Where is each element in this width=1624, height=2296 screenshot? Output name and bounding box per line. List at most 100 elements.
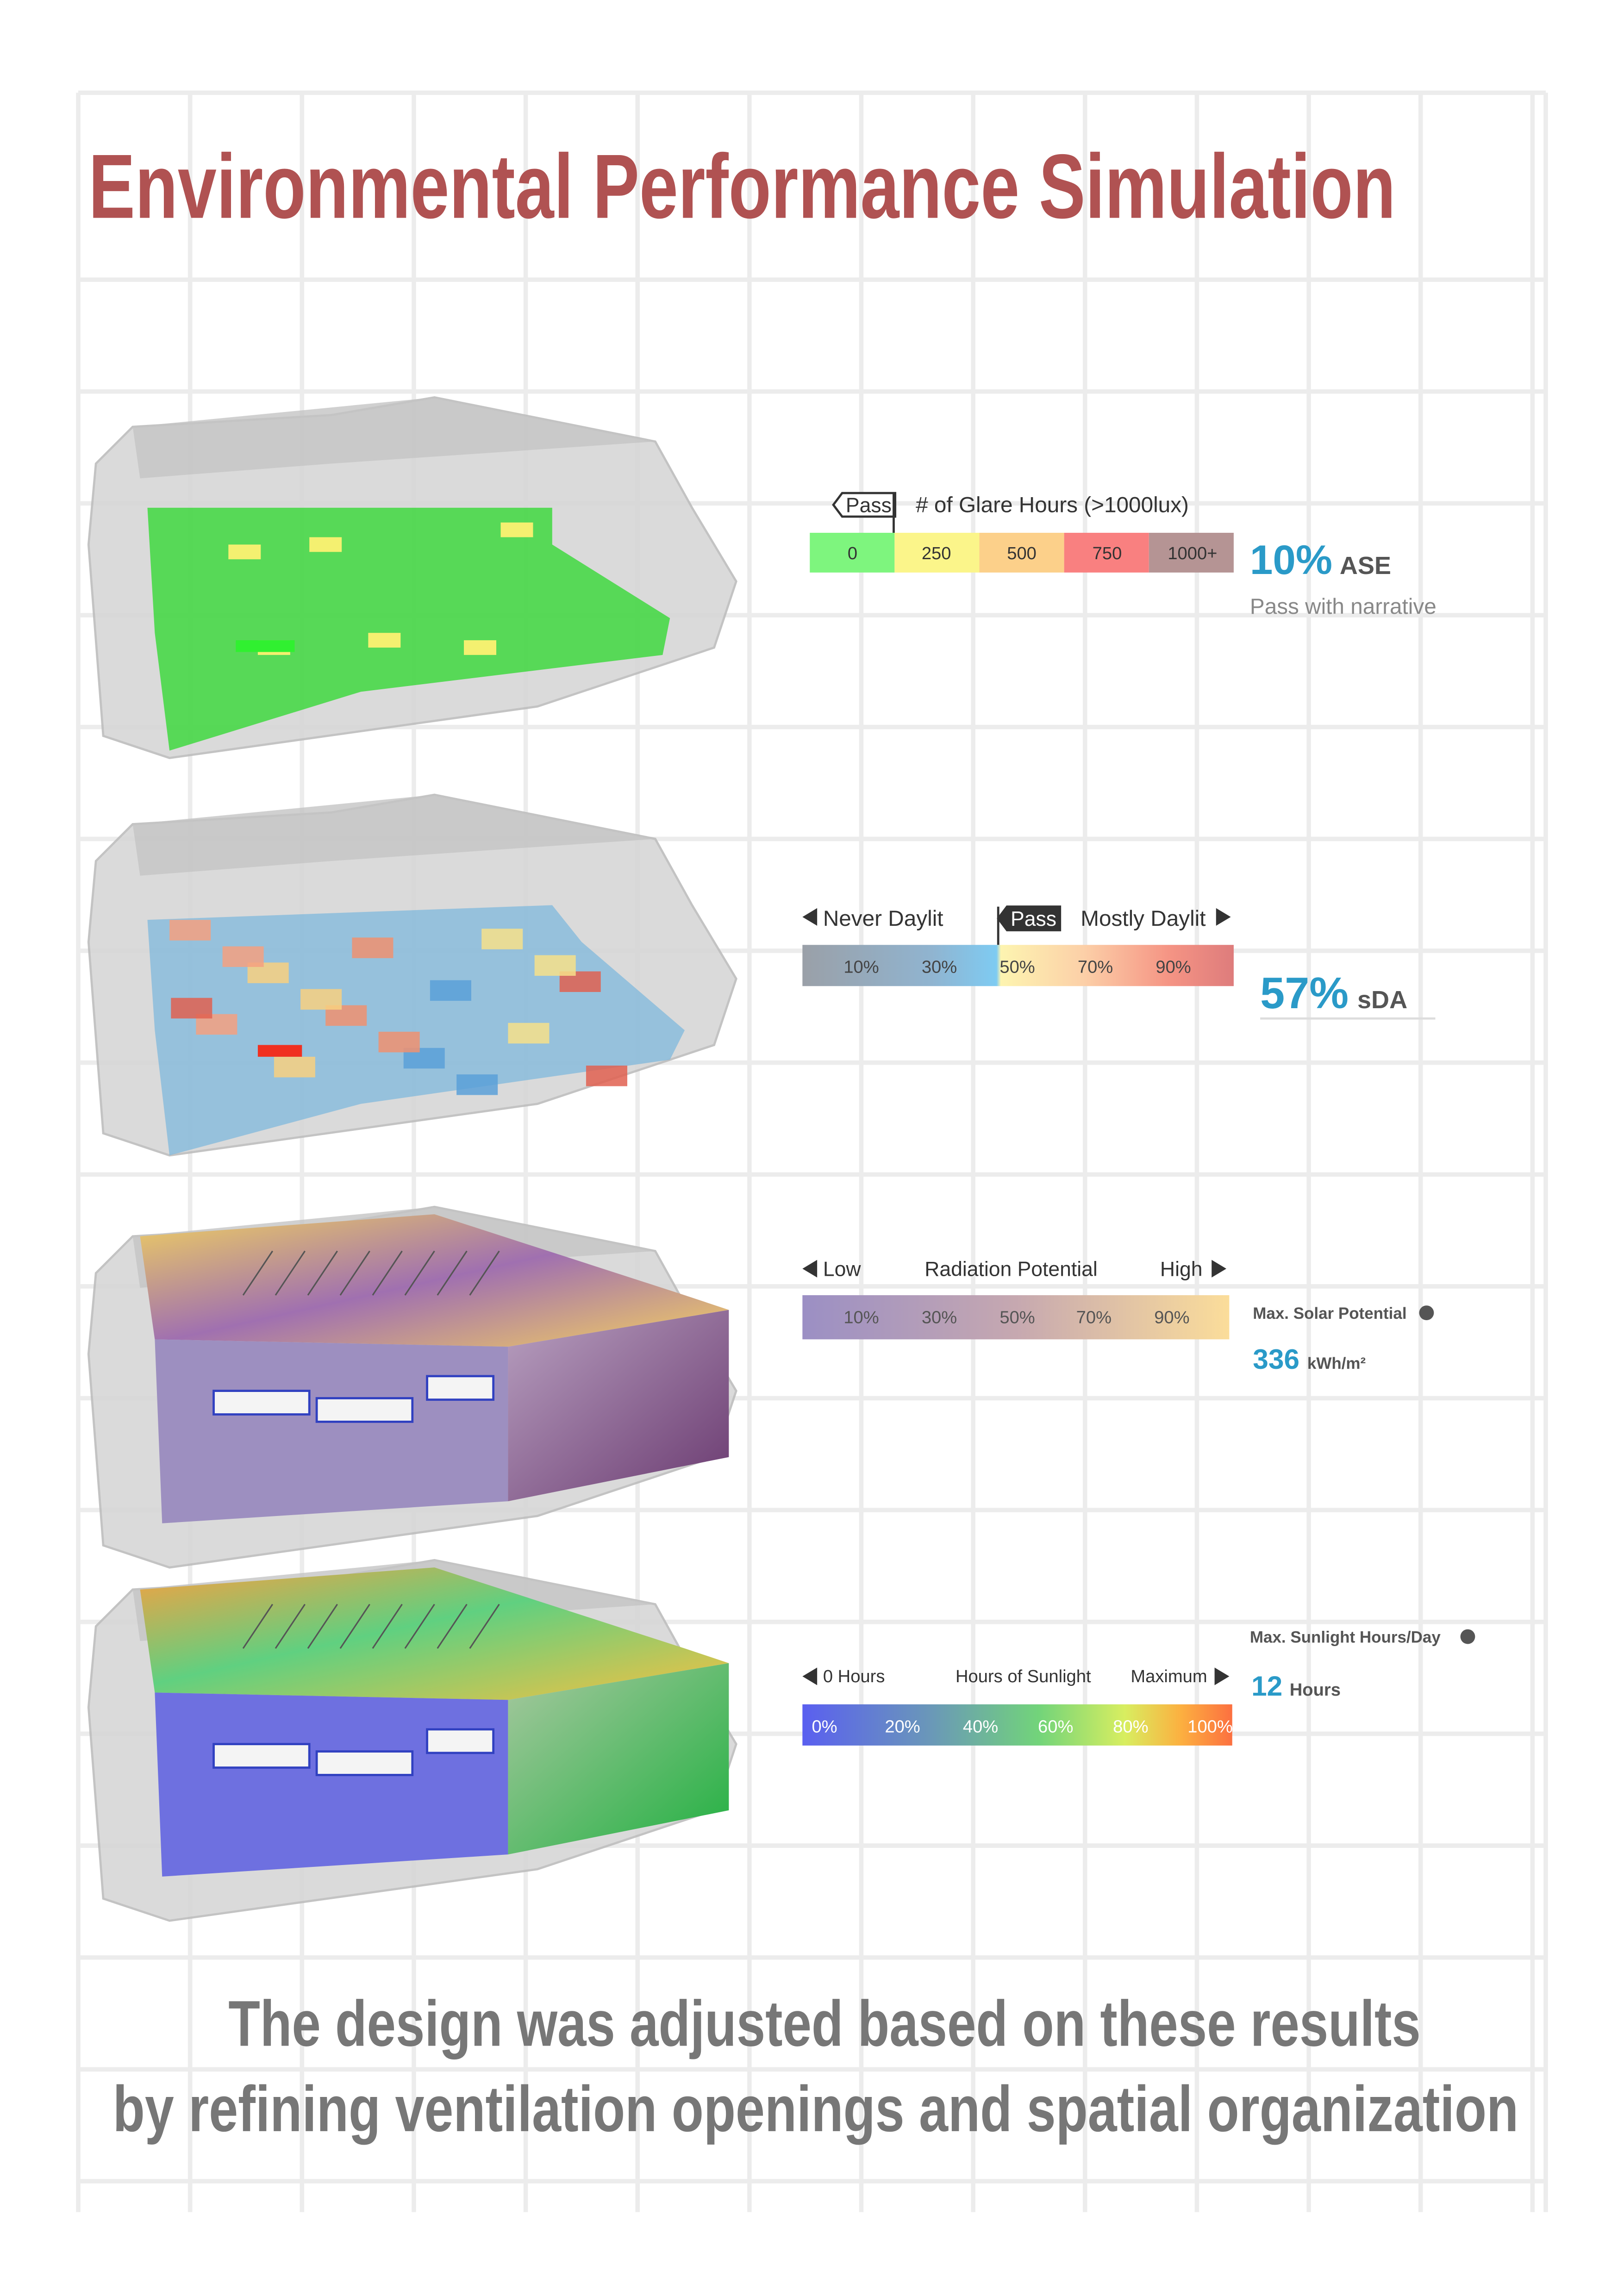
- legend-right: Mostly Daylit: [1081, 906, 1206, 931]
- legend-cell-label: 50%: [999, 1307, 1035, 1327]
- legend-cell-label: 30%: [922, 1307, 957, 1327]
- metric-label: Max. Solar Potential: [1253, 1304, 1406, 1323]
- glare-tile: [368, 633, 401, 648]
- skylight-rib: [339, 1603, 370, 1649]
- legend-cell-label: 100%: [1187, 1716, 1233, 1736]
- building-model: [87, 1559, 737, 1922]
- metric-value: 336: [1253, 1343, 1299, 1375]
- legend-right: High: [1160, 1258, 1203, 1281]
- window: [315, 1750, 414, 1776]
- glare-tile: [309, 537, 342, 552]
- pass-label: Pass: [846, 494, 892, 517]
- legend-cell-label: 30%: [922, 957, 957, 977]
- arrow-marker: [802, 908, 818, 926]
- skylight-rib: [437, 1603, 468, 1649]
- skylight-rib: [275, 1603, 306, 1649]
- legend-cell-label: 750: [1093, 543, 1122, 563]
- footer-line: The design was adjusted based on these r…: [228, 1987, 1420, 2059]
- skylight-rib: [372, 1603, 403, 1649]
- legend-bar: [802, 1295, 1230, 1340]
- daylight-tile: [456, 1074, 498, 1095]
- metric-unit: sDA: [1357, 986, 1407, 1014]
- legend-bar: [802, 945, 1234, 986]
- side-map: [508, 1663, 729, 1855]
- pass-label: Pass: [1011, 908, 1056, 930]
- metric-unit: Hours: [1290, 1680, 1341, 1700]
- help-icon: [1419, 1305, 1434, 1320]
- arrow-marker: [1212, 1260, 1227, 1278]
- legend-cell-label: 10%: [843, 1307, 879, 1327]
- legend-left: Never Daylit: [823, 906, 943, 931]
- facade-map: [155, 1692, 508, 1877]
- glare-tile: [500, 522, 533, 537]
- daylight-tile: [481, 929, 523, 949]
- skylight-rib: [404, 1603, 435, 1649]
- legend-right: Maximum: [1131, 1666, 1207, 1686]
- floor-map: [147, 507, 670, 751]
- pass-flag: [997, 905, 1062, 931]
- legend-cell-label: 80%: [1113, 1716, 1148, 1736]
- pass-flag: [832, 492, 897, 518]
- legend-bar: [802, 1704, 1232, 1746]
- legend-cell-label: 250: [922, 543, 951, 563]
- legend-cell: [1149, 532, 1234, 573]
- legend-cell-label: 50%: [999, 957, 1035, 977]
- roof-map: [140, 1567, 729, 1700]
- legend-title: Radiation Potential: [924, 1258, 1098, 1281]
- daylight-tile: [274, 1056, 315, 1078]
- legend-cell-label: 90%: [1156, 957, 1191, 977]
- legend-cell: [979, 532, 1064, 573]
- daylight-tile: [430, 980, 471, 1001]
- arrow-marker: [802, 1667, 818, 1685]
- skylight-rib: [242, 1603, 274, 1649]
- metric-value: 12: [1251, 1670, 1282, 1702]
- metric-unit: kWh/m²: [1307, 1354, 1366, 1373]
- daylight-tile: [586, 1065, 627, 1086]
- arrow-marker: [1216, 908, 1231, 926]
- legend-cell-label: 40%: [963, 1716, 998, 1736]
- arrow-marker: [802, 1260, 818, 1278]
- legend-cell-label: 60%: [1038, 1716, 1073, 1736]
- legend-left: Low: [823, 1258, 861, 1281]
- legend-cell-label: 0: [848, 543, 857, 563]
- building-roof: [132, 794, 656, 876]
- legend-left: 0 Hours: [823, 1666, 885, 1686]
- window: [212, 1743, 311, 1769]
- legend-cell: [1064, 532, 1149, 573]
- daylight-tile: [171, 998, 212, 1019]
- content: Environmental Performance Simulation Pass…: [87, 136, 1518, 2145]
- metric-label: Max. Sunlight Hours/Day: [1250, 1628, 1441, 1646]
- legend-cell-label: 0%: [812, 1716, 837, 1736]
- window: [315, 1397, 414, 1423]
- building-model: [87, 396, 737, 759]
- window: [426, 1375, 495, 1401]
- legend-cell-label: 500: [1007, 543, 1037, 563]
- skylight-rib: [404, 1250, 435, 1296]
- window: [212, 1390, 311, 1416]
- building-roof: [132, 397, 656, 479]
- legend-cell-label: 70%: [1076, 1307, 1112, 1327]
- window: [426, 1728, 495, 1754]
- building-model: [87, 1205, 737, 1569]
- legend-cell-label: 1000+: [1168, 543, 1217, 563]
- help-icon: [1460, 1629, 1475, 1644]
- glare-tile: [464, 640, 496, 655]
- title: Environmental Performance Simulation: [88, 136, 1395, 237]
- legend-cell: [810, 532, 895, 573]
- daylight-tile: [300, 989, 342, 1010]
- glare-tile: [228, 544, 261, 560]
- legend-title: Hours of Sunlight: [956, 1666, 1091, 1686]
- arrow-marker: [1214, 1667, 1230, 1685]
- daylight-tile: [352, 937, 394, 958]
- glare-tile: [236, 640, 295, 652]
- skylight-rib: [275, 1250, 306, 1296]
- legend-cell-label: 10%: [843, 957, 879, 977]
- metric-value: 57%: [1260, 969, 1349, 1018]
- skylight-rib: [242, 1250, 274, 1296]
- metric-value: 10%: [1250, 537, 1332, 583]
- facade-map: [155, 1339, 508, 1523]
- daylight-tile: [257, 1045, 302, 1057]
- skylight-rib: [307, 1603, 338, 1649]
- side-map: [508, 1310, 729, 1502]
